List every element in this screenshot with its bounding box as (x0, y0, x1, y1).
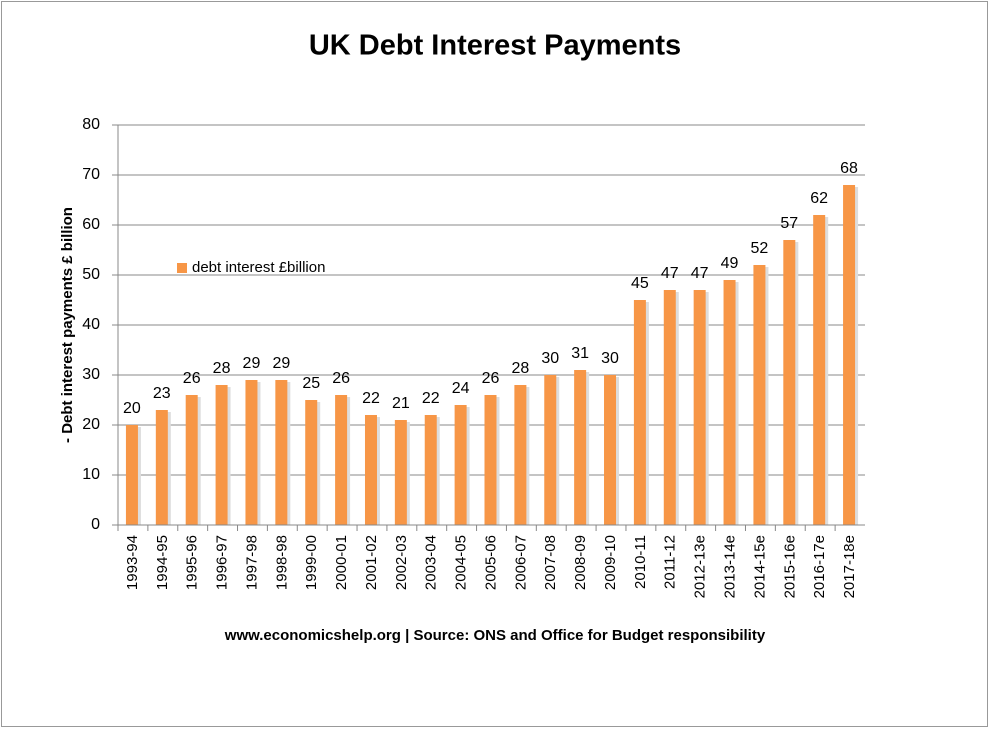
bar (544, 375, 557, 525)
bar (753, 265, 766, 525)
data-label: 22 (422, 390, 440, 407)
x-tick-label: 2013-14e (722, 535, 739, 598)
x-tick-label: 2012-13e (692, 535, 709, 598)
bar (305, 400, 318, 525)
x-tick-label: 1998-98 (273, 535, 290, 590)
bar (843, 185, 856, 525)
bar (424, 415, 437, 525)
bar (574, 370, 587, 525)
footer: www.economicshelp.org | Source: ONS and … (224, 627, 766, 644)
data-label: 30 (601, 350, 619, 367)
bar (394, 420, 407, 525)
x-tick-label: 2008-09 (572, 535, 589, 590)
x-tick-label: 1999-00 (303, 535, 320, 590)
y-axis-label: - Debt interest payments £ billion (59, 207, 76, 443)
y-tick-label: 70 (82, 166, 100, 183)
data-label: 68 (840, 160, 858, 177)
y-tick-label: 20 (82, 416, 100, 433)
data-label: 45 (631, 275, 649, 292)
data-label: 28 (511, 360, 529, 377)
y-tick-label: 60 (82, 216, 100, 233)
x-tick-label: 1995-96 (184, 535, 201, 590)
data-label: 62 (810, 190, 828, 207)
bar (723, 280, 736, 525)
data-label: 57 (780, 215, 798, 232)
x-tick-label: 1997-98 (243, 535, 260, 590)
data-label: 52 (751, 240, 769, 257)
bar (275, 380, 288, 525)
bar (663, 290, 676, 525)
x-tick-label: 2011-12 (662, 535, 679, 589)
x-tick-label: 2009-10 (602, 535, 619, 590)
data-label: 31 (571, 345, 589, 362)
data-label: 26 (183, 370, 201, 387)
data-label: 26 (482, 370, 500, 387)
x-tick-label: 2015-16e (781, 535, 798, 598)
bar (604, 375, 617, 525)
data-label: 47 (661, 265, 679, 282)
x-tick-label: 1993-94 (124, 535, 141, 590)
bar (215, 385, 228, 525)
x-tick-label: 1994-95 (154, 535, 171, 590)
y-tick-label: 0 (91, 516, 100, 533)
x-tick-label: 2004-05 (453, 535, 470, 590)
legend-swatch (177, 263, 187, 273)
y-tick-label: 40 (82, 316, 100, 333)
bar (783, 240, 796, 525)
x-tick-label: 2007-08 (542, 535, 559, 590)
y-tick-label: 30 (82, 366, 100, 383)
data-label: 26 (332, 370, 350, 387)
x-tick-label: 2005-06 (482, 535, 499, 590)
x-tick-label: 2002-03 (393, 535, 410, 590)
data-label: 47 (691, 265, 709, 282)
x-tick-label: 2017-18e (841, 535, 858, 598)
data-label: 25 (302, 375, 320, 392)
data-label: 28 (213, 360, 231, 377)
x-tick-label: 2006-07 (512, 535, 529, 590)
legend-label: debt interest £billion (192, 259, 325, 276)
bar (484, 395, 497, 525)
x-tick-label: 2000-01 (333, 535, 350, 590)
data-label: 23 (153, 385, 171, 402)
data-label: 21 (392, 395, 410, 412)
data-label: 24 (452, 380, 470, 397)
bar (245, 380, 258, 525)
y-tick-label: 50 (82, 266, 100, 283)
bar (633, 300, 646, 525)
x-tick-label: 2016-17e (811, 535, 828, 598)
data-label: 22 (362, 390, 380, 407)
bar (155, 410, 168, 525)
y-tick-label: 10 (82, 466, 100, 483)
bar (185, 395, 198, 525)
bar (514, 385, 527, 525)
data-label: 20 (123, 400, 141, 417)
data-label: 30 (541, 350, 559, 367)
y-tick-label: 80 (82, 116, 100, 133)
bar (454, 405, 467, 525)
bar (693, 290, 706, 525)
chart-title: UK Debt Interest Payments (309, 30, 681, 62)
x-tick-label: 2001-02 (363, 535, 380, 590)
x-tick-label: 2010-11 (632, 535, 649, 589)
data-label: 29 (243, 355, 261, 372)
bar (125, 425, 138, 525)
bar (335, 395, 348, 525)
x-tick-label: 1996-97 (214, 535, 231, 590)
x-tick-label: 2003-04 (423, 535, 440, 590)
bar (813, 215, 826, 525)
x-tick-label: 2014-15e (751, 535, 768, 598)
data-label: 49 (721, 255, 739, 272)
data-label: 29 (272, 355, 290, 372)
bar (364, 415, 377, 525)
